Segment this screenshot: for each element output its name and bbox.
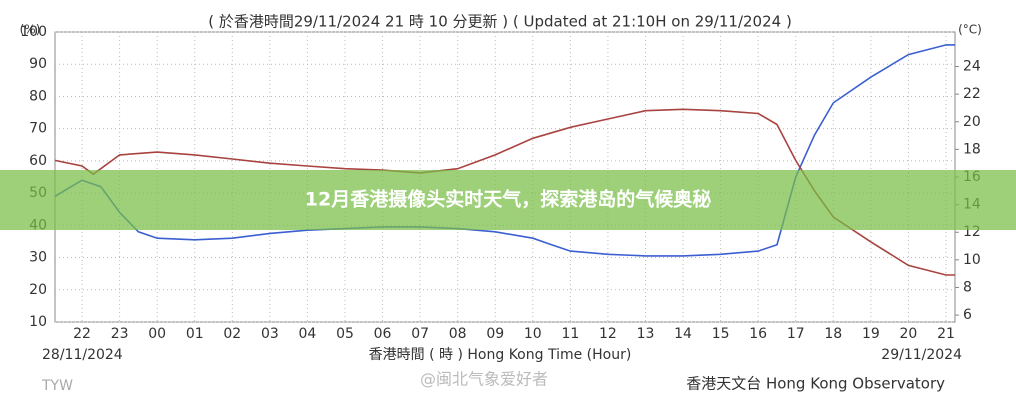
x-tick-label: 08 xyxy=(449,326,467,342)
series-line xyxy=(54,44,955,257)
y2-tick-label: 20 xyxy=(963,114,981,130)
x-tick-label: 15 xyxy=(712,326,730,342)
date-end: 29/11/2024 xyxy=(881,347,962,363)
footer-code: TYW xyxy=(41,378,73,394)
y2-tick-label: 18 xyxy=(963,141,981,157)
x-tick-label: 09 xyxy=(486,326,504,342)
x-tick-label: 16 xyxy=(749,326,767,342)
x-tick-label: 03 xyxy=(261,326,279,342)
x-tick-label: 17 xyxy=(787,326,805,342)
y-tick-label: 90 xyxy=(29,56,47,72)
x-tick-label: 11 xyxy=(561,326,579,342)
chart-title: ( 於香港時間29/11/2024 21 時 10 分更新 ) ( Update… xyxy=(208,13,792,31)
x-tick-label: 04 xyxy=(299,326,317,342)
banner-text: 12月香港摄像头实时天气，探索港岛的气候奥秘 xyxy=(305,188,711,211)
x-tick-label: 21 xyxy=(937,326,955,342)
x-tick-label: 02 xyxy=(223,326,241,342)
x-axis-label: 香港時間 ( 時 ) Hong Kong Time (Hour) xyxy=(369,347,632,363)
x-tick-label: 13 xyxy=(637,326,655,342)
x-tick-label: 01 xyxy=(186,326,204,342)
x-tick-label: 19 xyxy=(862,326,880,342)
source: 香港天文台 Hong Kong Observatory xyxy=(686,375,945,393)
y-tick-label: 100 xyxy=(20,24,47,40)
y-tick-label: 80 xyxy=(29,88,47,104)
y-unit: (%) xyxy=(20,23,41,37)
date-start: 28/11/2024 xyxy=(42,347,123,363)
x-tick-label: 18 xyxy=(824,326,842,342)
y2-tick-label: 24 xyxy=(963,59,981,75)
x-tick-label: 20 xyxy=(900,326,918,342)
x-tick-label: 06 xyxy=(374,326,392,342)
x-tick-label: 14 xyxy=(674,326,692,342)
x-tick-label: 05 xyxy=(336,326,354,342)
y2-tick-label: 8 xyxy=(963,279,972,295)
x-tick-label: 23 xyxy=(111,326,129,342)
x-tick-label: 12 xyxy=(599,326,617,342)
y2-tick-label: 6 xyxy=(963,307,972,323)
x-tick-label: 10 xyxy=(524,326,542,342)
watermark: @闽北气象爱好者 xyxy=(420,370,548,389)
y2-tick-label: 10 xyxy=(963,252,981,268)
x-tick-label: 07 xyxy=(411,326,429,342)
y-tick-label: 30 xyxy=(29,250,47,266)
x-tick-label: 22 xyxy=(73,326,91,342)
x-tick-label: 00 xyxy=(148,326,166,342)
banner-background xyxy=(0,170,1016,230)
y2-tick-label: 22 xyxy=(963,86,981,102)
y-tick-label: 20 xyxy=(29,282,47,298)
y2-unit: (°C) xyxy=(958,23,982,37)
y-tick-label: 10 xyxy=(29,314,47,330)
y-tick-label: 60 xyxy=(29,153,47,169)
y-tick-label: 70 xyxy=(29,121,47,137)
